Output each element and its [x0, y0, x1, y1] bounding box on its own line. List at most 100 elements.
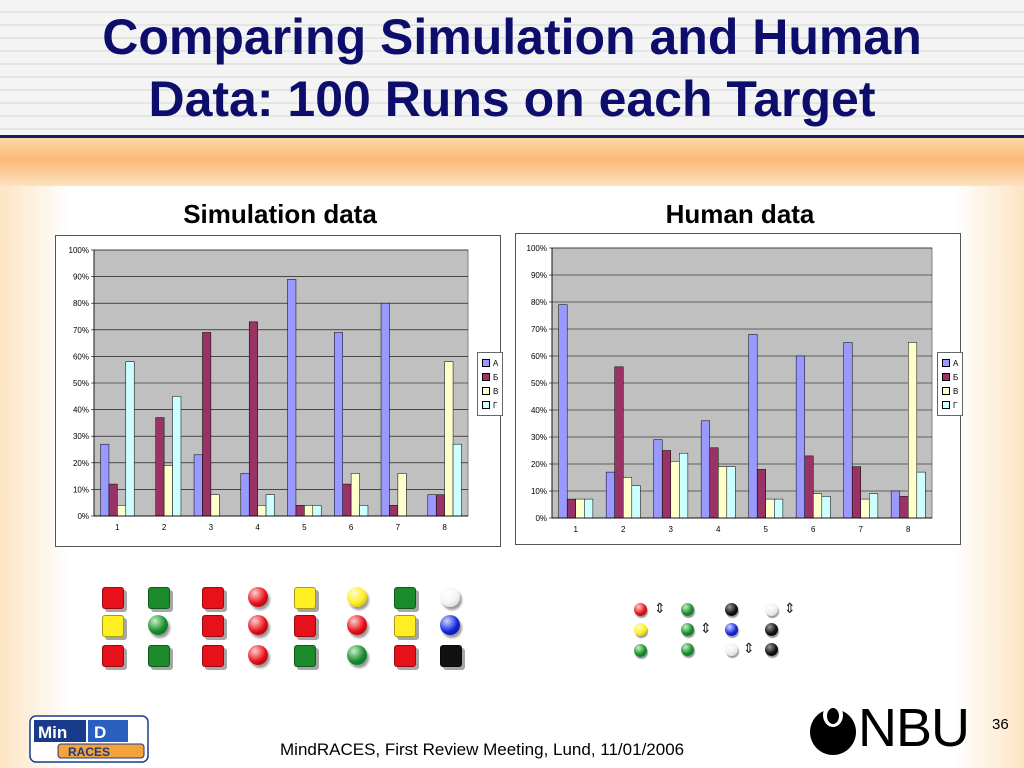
header-divider: [0, 135, 1024, 138]
green-ball-icon: [634, 644, 647, 657]
legend-item-b: Б: [942, 370, 958, 384]
black-square-icon: [440, 645, 462, 667]
bar-В-5: [304, 505, 314, 517]
bar-А-5: [287, 279, 297, 517]
swap-arrow-icon: ⇕: [784, 601, 796, 617]
green-ball-icon: [681, 623, 694, 636]
x-tick-label: 8: [442, 523, 447, 532]
x-tick-label: 7: [396, 523, 401, 532]
bar-В-2: [623, 477, 633, 519]
red-square-icon: [102, 587, 124, 609]
y-tick-label: 50%: [73, 379, 89, 388]
legend-label-g: Г: [493, 400, 498, 410]
simulation-chart-title: Simulation data: [183, 199, 377, 229]
bar-В-6: [813, 493, 823, 519]
bar-А-4: [240, 473, 250, 517]
bar-Б-1: [566, 498, 577, 519]
bar-В-8: [908, 342, 918, 519]
x-tick-label: 2: [621, 525, 626, 534]
legend-item-a: А: [482, 356, 498, 370]
y-tick-label: 60%: [531, 352, 547, 361]
x-tick-label: 4: [716, 525, 721, 534]
legend-item-g: Г: [942, 398, 958, 412]
y-tick-label: 70%: [531, 325, 547, 334]
simulation-chart: 0% 10% 20% 30% 40% 50% 60% 70% 80% 90% 100% 1 2 3 4 5 6 7…: [55, 235, 504, 547]
slide-title-line1: Comparing Simulation and Human: [102, 9, 922, 65]
legend-label-v: В: [493, 386, 499, 396]
x-tick-label: 6: [811, 525, 816, 534]
legend-item-g: Г: [482, 398, 498, 412]
green-square-icon: [294, 645, 316, 667]
red-square-icon: [202, 615, 224, 637]
x-tick-label: 1: [115, 523, 120, 532]
y-tick-label: 60%: [73, 352, 89, 361]
bar-Г-2: [172, 396, 182, 517]
bar-А-7: [380, 302, 390, 517]
human-legend: А Б В Г: [937, 352, 964, 416]
page-number: 36: [992, 716, 1009, 733]
legend-item-v: В: [942, 384, 958, 398]
y-tick-label: 100%: [69, 246, 89, 255]
bar-Г-5: [312, 505, 322, 517]
legend-swatch-a: [482, 359, 490, 367]
y-tick-label: 80%: [73, 299, 89, 308]
bar-Г-2: [631, 485, 641, 519]
nbu-emblem-icon: [810, 703, 856, 755]
bar-А-6: [795, 355, 805, 519]
simulation-chart-svg: 0% 10% 20% 30% 40% 50% 60% 70% 80% 90% 100% 1 2 3 4 5 6 7…: [69, 246, 469, 532]
legend-label-a: А: [493, 358, 499, 368]
bar-А-8: [427, 494, 437, 517]
bar-Б-3: [661, 450, 671, 519]
svg-text:RACES: RACES: [68, 745, 110, 759]
nbu-logo: NBU: [808, 698, 970, 758]
bar-В-1: [117, 505, 127, 517]
y-tick-label: 10%: [531, 487, 547, 496]
green-ball-icon: [681, 643, 694, 656]
bar-А-1: [558, 304, 568, 519]
simulation-legend: А Б В Г: [477, 352, 504, 416]
bar-Б-6: [804, 455, 814, 519]
blue-ball-icon: [440, 615, 460, 635]
legend-swatch-v: [942, 387, 950, 395]
bar-Б-4: [709, 447, 719, 519]
legend-label-a: А: [953, 358, 959, 368]
bar-Б-8: [435, 494, 445, 517]
blue-ball-icon: [725, 623, 738, 636]
x-tick-label: 5: [302, 523, 307, 532]
orange-band: [0, 138, 1024, 186]
legend-swatch-b: [482, 373, 490, 381]
bar-А-5: [748, 334, 758, 519]
y-tick-label: 0%: [77, 512, 89, 521]
mindraces-logo: Min D RACES: [29, 715, 149, 763]
right-gradient: [954, 186, 1024, 768]
x-tick-label: 3: [669, 525, 674, 534]
bar-Г-1: [584, 498, 594, 519]
swap-arrow-icon: ⇕: [700, 621, 712, 637]
title-header-background: [0, 0, 1024, 138]
bar-А-7: [843, 342, 853, 519]
y-tick-label: 80%: [531, 298, 547, 307]
bar-А-8: [890, 490, 900, 519]
x-tick-label: 5: [764, 525, 769, 534]
legend-label-g: Г: [953, 400, 958, 410]
yellow-square-icon: [294, 587, 316, 609]
red-square-icon: [202, 587, 224, 609]
green-square-icon: [148, 645, 170, 667]
y-tick-label: 90%: [73, 273, 89, 282]
bar-Г-3: [679, 452, 689, 519]
red-ball-icon: [347, 615, 367, 635]
legend-swatch-a: [942, 359, 950, 367]
bar-А-1: [100, 443, 110, 517]
bar-Б-4: [248, 321, 258, 517]
red-ball-icon: [248, 615, 268, 635]
bar-А-4: [700, 420, 710, 519]
black-ball-icon: [765, 623, 778, 636]
bar-А-2: [605, 471, 615, 519]
x-tick-label: 3: [209, 523, 214, 532]
bar-В-4: [257, 505, 267, 517]
y-tick-label: 30%: [73, 432, 89, 441]
yellow-square-icon: [394, 615, 416, 637]
y-tick-label: 40%: [73, 406, 89, 415]
x-tick-label: 1: [574, 525, 579, 534]
green-ball-icon: [681, 603, 694, 616]
